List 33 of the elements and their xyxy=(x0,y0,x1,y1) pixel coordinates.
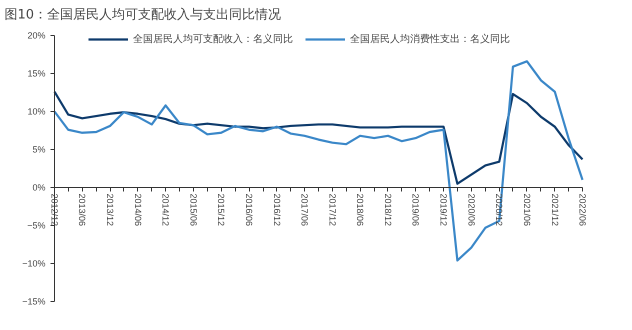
line-series xyxy=(53,60,584,262)
x-tick-label: 2014/06 xyxy=(132,194,143,226)
x-tick-label: 2015/12 xyxy=(216,194,226,226)
x-tick-label: 2013/06 xyxy=(77,194,88,226)
x-tick-label: 2021/06 xyxy=(522,194,532,226)
chart-title: 图10：全国居民人均可支配收入与支出同比情况 xyxy=(4,8,282,22)
y-tick-label: −10% xyxy=(22,258,46,268)
x-tick-label: 2013/12 xyxy=(105,194,116,226)
y-tick-label: 20% xyxy=(27,30,46,40)
x-tick-label: 2018/06 xyxy=(355,194,366,226)
line-series xyxy=(53,90,584,185)
y-tick-label: 10% xyxy=(27,106,46,116)
legend-label: 全国居民人均可支配收入：名义同比 xyxy=(133,32,293,46)
x-tick-label: 2019/06 xyxy=(410,194,421,226)
y-tick-label: −15% xyxy=(22,296,46,306)
x-tick-label: 2016/12 xyxy=(272,194,282,226)
x-tick-label: 2014/12 xyxy=(160,194,171,226)
y-tick-label: 5% xyxy=(32,144,46,154)
x-tick-label: 2021/12 xyxy=(550,194,560,226)
y-tick-label: −5% xyxy=(27,220,46,230)
x-tick-label: 2022/06 xyxy=(578,194,588,226)
x-tick-label: 2020/06 xyxy=(466,194,476,226)
x-tick-label: 2012/12 xyxy=(50,194,60,226)
x-tick-label: 2020/12 xyxy=(494,194,504,226)
x-tick-label: 2016/06 xyxy=(244,194,254,226)
x-tick-label: 2017/12 xyxy=(327,194,338,226)
x-tick-label: 2019/12 xyxy=(438,194,449,226)
y-tick-label: 15% xyxy=(27,68,46,78)
x-tick-label: 2017/06 xyxy=(300,194,310,226)
x-tick-label: 2015/06 xyxy=(188,194,198,226)
x-tick-label: 2018/12 xyxy=(382,194,393,226)
legend-label: 全国居民人均消费性支出：名义同比 xyxy=(350,32,510,46)
y-tick-label: 0% xyxy=(32,182,46,192)
